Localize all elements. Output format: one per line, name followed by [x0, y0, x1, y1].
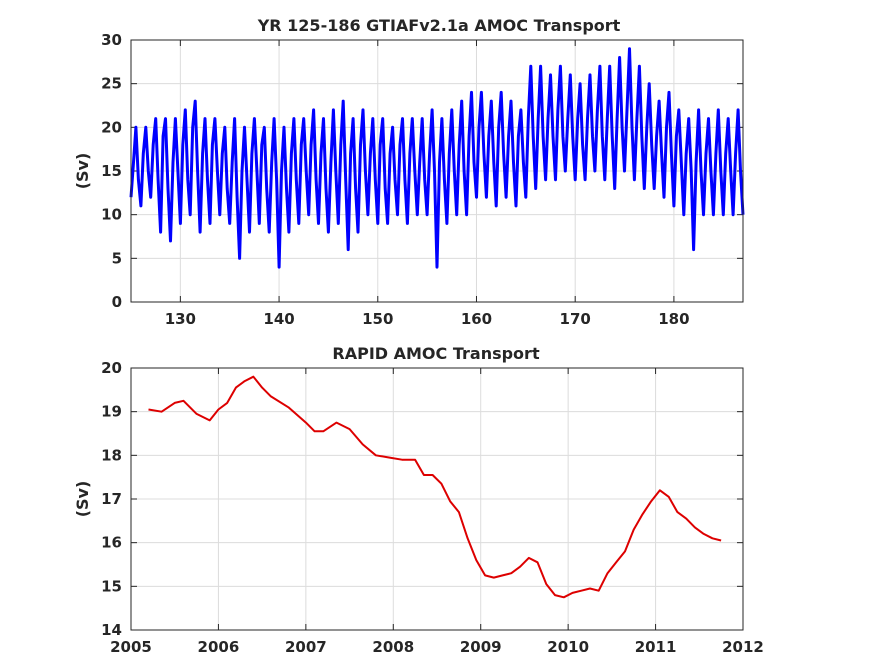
x-tick-label: 2011	[635, 638, 677, 656]
plot-frame	[130, 39, 744, 303]
plot-frame	[130, 367, 744, 631]
y-tick-label: 30	[101, 31, 122, 49]
chart-title: YR 125-186 GTIAFv2.1a AMOC Transport	[257, 16, 621, 35]
y-tick-label: 18	[101, 446, 122, 464]
x-tick-label: 180	[658, 310, 689, 328]
y-tick-label: 10	[101, 206, 122, 224]
transport-model-panel: YR 125-186 GTIAFv2.1a AMOC Transport (Sv…	[73, 16, 745, 328]
y-tick-label: 15	[101, 162, 122, 180]
y-tick-label: 19	[101, 403, 122, 421]
x-tick-label: 2008	[372, 638, 414, 656]
series-line	[129, 47, 745, 269]
x-tick-label: 140	[263, 310, 294, 328]
y-tick-label: 14	[101, 621, 122, 639]
x-tick-label: 130	[165, 310, 196, 328]
y-tick-label: 16	[101, 534, 122, 552]
y-tick-label: 20	[101, 118, 122, 136]
y-tick-label: 17	[101, 490, 122, 508]
transport-rapid-panel: RAPID AMOC Transport (Sv) 2005 2006 2007 20…	[73, 344, 764, 656]
y-tick-label: 0	[112, 293, 122, 311]
y-axis-label: (Sv)	[73, 481, 92, 518]
y-tick-label: 15	[101, 577, 122, 595]
x-tick-label: 2009	[460, 638, 502, 656]
series-line	[148, 375, 722, 599]
y-tick-label: 5	[112, 249, 122, 267]
x-tick-label: 2012	[722, 638, 764, 656]
x-tick-label: 170	[560, 310, 591, 328]
chart-title: RAPID AMOC Transport	[332, 344, 540, 363]
x-tick-label: 2005	[110, 638, 152, 656]
y-axis-label: (Sv)	[73, 153, 92, 190]
x-tick-label: 2010	[547, 638, 589, 656]
y-tick-label: 25	[101, 75, 122, 93]
x-tick-label: 150	[362, 310, 393, 328]
x-tick-label: 2007	[285, 638, 327, 656]
x-tick-label: 160	[461, 310, 492, 328]
y-tick-label: 20	[101, 359, 122, 377]
x-tick-label: 2006	[198, 638, 240, 656]
